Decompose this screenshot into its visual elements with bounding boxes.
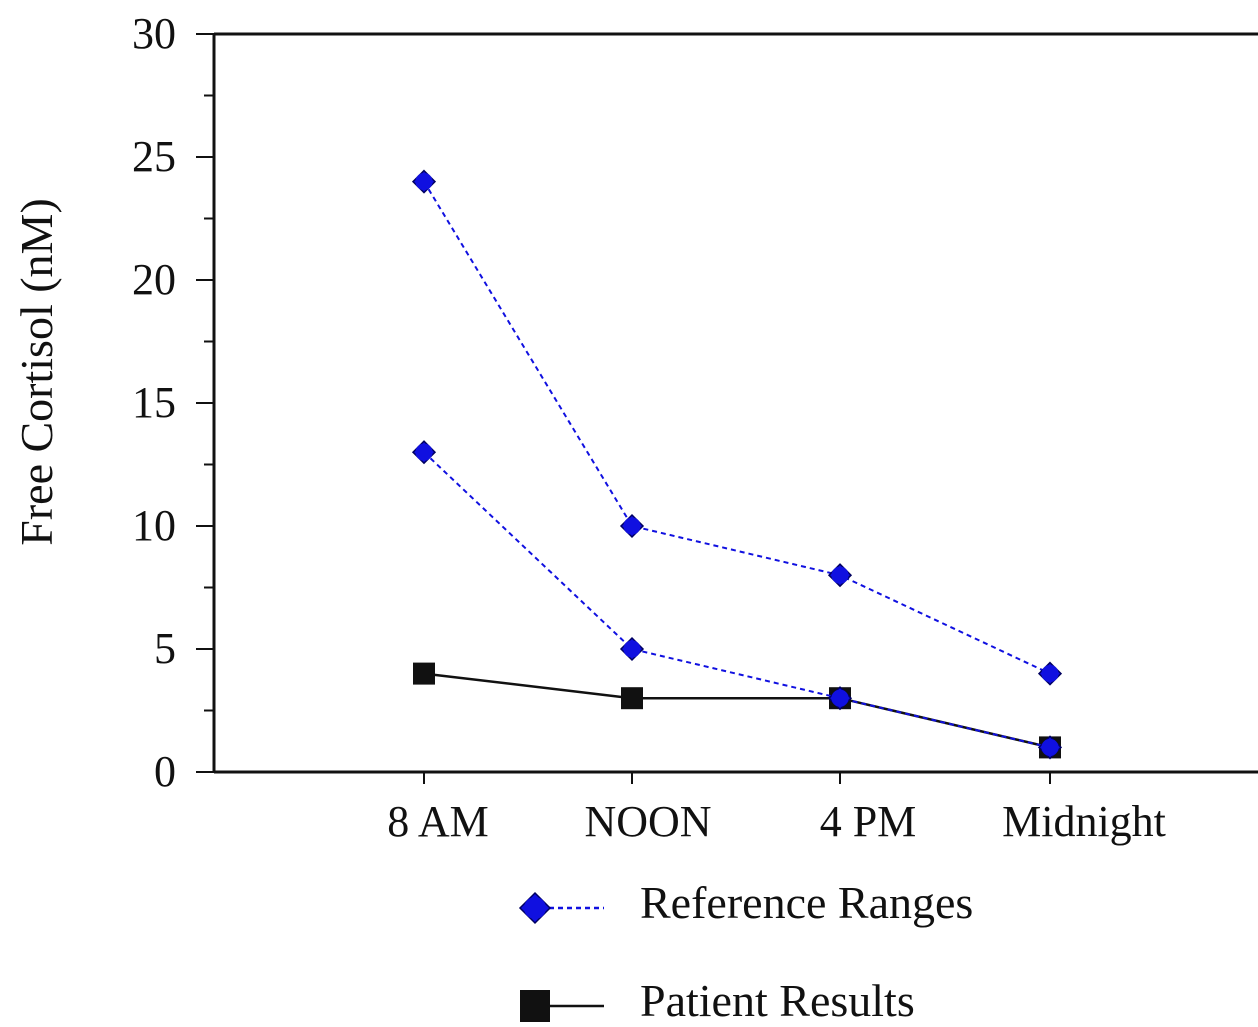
legend-label: Reference Ranges <box>640 877 973 928</box>
y-tick-label: 30 <box>132 9 176 58</box>
x-tick-label: 4 PM <box>820 797 917 846</box>
data-point-square <box>621 687 643 710</box>
legend-marker-square <box>520 990 550 1022</box>
y-axis-ticks: 0 5 10 15 20 25 30 <box>132 9 214 796</box>
legend-marker-fill <box>524 897 546 919</box>
data-point-square <box>413 662 435 685</box>
series-line <box>423 181 1051 675</box>
series-reference-ranges-lower <box>411 440 1063 760</box>
y-tick-label: 5 <box>154 624 176 673</box>
data-point-diamond-fill <box>831 566 849 584</box>
data-point-diamond-fill <box>1041 738 1059 756</box>
data-point-diamond-fill <box>623 517 641 535</box>
data-point-diamond-fill <box>831 689 849 707</box>
axes <box>212 32 1258 774</box>
data-point-diamond-fill <box>623 640 641 658</box>
y-axis-title: Free Cortisol (nM) <box>11 198 62 546</box>
y-tick-label: 15 <box>132 378 176 427</box>
y-tick-label: 20 <box>132 255 176 304</box>
data-point-diamond-fill <box>415 443 433 461</box>
series-layer <box>411 169 1063 760</box>
y-tick-label: 0 <box>154 747 176 796</box>
legend-item-reference-ranges: Reference Ranges <box>518 877 973 928</box>
x-axis-labels: 8 AM NOON 4 PM Midnight <box>387 772 1166 846</box>
data-point-diamond-fill <box>1041 665 1059 683</box>
legend: Reference Ranges Patient Results <box>518 877 973 1026</box>
y-tick-label: 25 <box>132 132 176 181</box>
series-line <box>423 672 1051 749</box>
x-tick-label: NOON <box>584 797 711 846</box>
data-point-diamond-fill <box>415 173 433 191</box>
x-tick-label: Midnight <box>1002 797 1166 846</box>
series-line <box>423 451 1051 749</box>
series-reference-ranges-upper <box>411 169 1063 686</box>
x-tick-label: 8 AM <box>387 797 488 846</box>
y-tick-label: 10 <box>132 501 176 550</box>
series-patient-results <box>413 662 1061 759</box>
legend-label: Patient Results <box>640 975 915 1026</box>
legend-item-patient-results: Patient Results <box>520 975 915 1026</box>
